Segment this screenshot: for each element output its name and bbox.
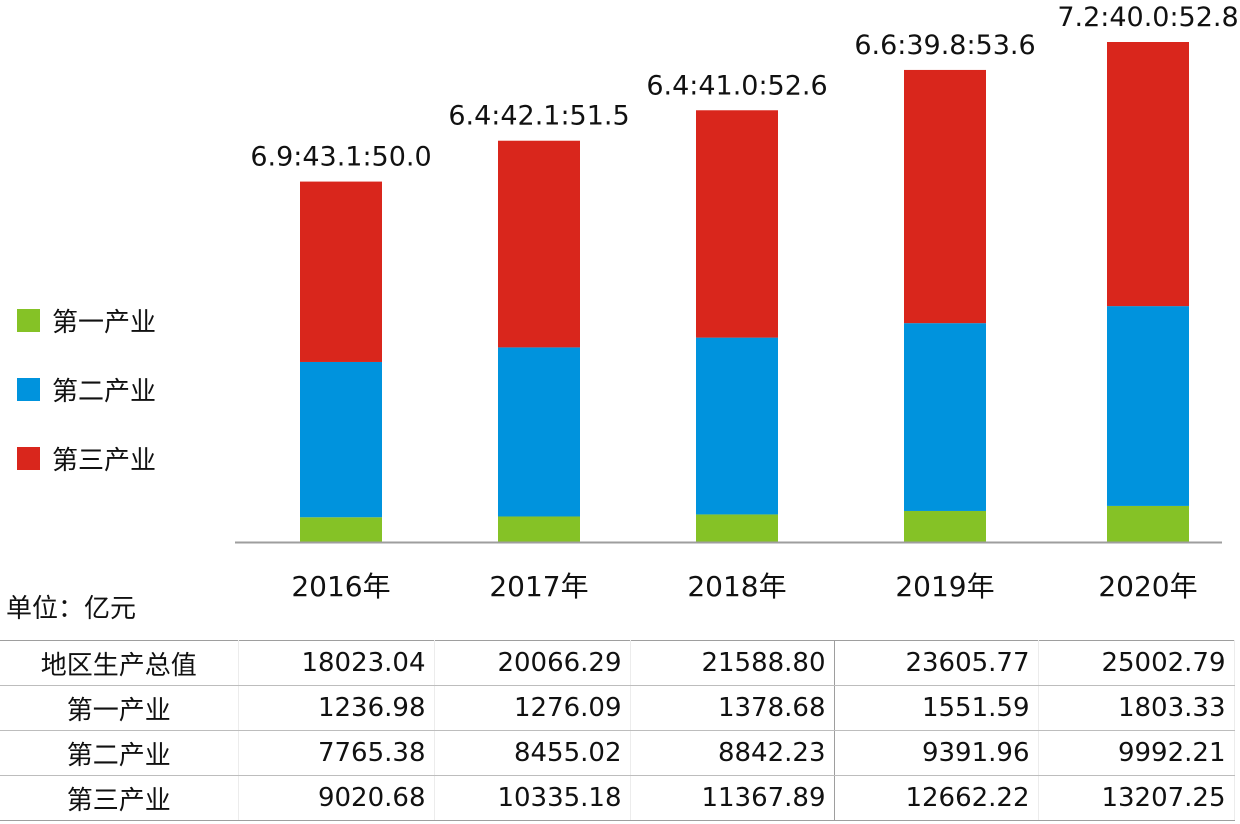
- table-cell: 1276.09: [433, 685, 631, 731]
- table-cell: 9992.21: [1037, 730, 1235, 776]
- table-cell: 1551.59: [833, 685, 1039, 731]
- bar-segment-1-2: [498, 516, 580, 542]
- x-tick-label: 2017年: [489, 570, 588, 603]
- data-table: 地区生产总值 18023.04 20066.29 21588.80 23605.…: [0, 640, 1235, 821]
- legend-swatch: [17, 447, 40, 470]
- bar-ratio-label: 6.4:42.1:51.5: [448, 101, 629, 132]
- table-cell: 7765.38: [237, 730, 435, 776]
- bar-segment-3-5: [1107, 42, 1189, 307]
- bar-ratio-label: 7.2:40.0:52.8: [1057, 2, 1238, 33]
- legend-label: 第三产业: [52, 446, 156, 476]
- table-row: 第一产业 1236.98 1276.09 1378.68 1551.59 180…: [0, 685, 1235, 731]
- table-cell: 23605.77: [833, 640, 1039, 686]
- table-cell: 1803.33: [1037, 685, 1235, 731]
- table-cell: 13207.25: [1037, 775, 1235, 821]
- bar-ratio-label: 6.6:39.8:53.6: [854, 30, 1035, 61]
- table-cell: 11367.89: [629, 775, 835, 821]
- table-cell: 1378.68: [629, 685, 835, 731]
- table-row: 地区生产总值 18023.04 20066.29 21588.80 23605.…: [0, 640, 1235, 686]
- bar-segment-3-4: [904, 69, 986, 324]
- legend-swatch: [17, 378, 40, 401]
- table-cell: 10335.18: [433, 775, 631, 821]
- table-cell: 21588.80: [629, 640, 835, 686]
- table-cell: 8842.23: [629, 730, 835, 776]
- bar-segment-3-3: [696, 110, 778, 338]
- stacked-bar-chart: 6.9:43.1:50.0 6.4:42.1:51.5 6.4:41.0:52.6 6…: [17, 2, 1239, 603]
- row-label: 第一产业: [0, 685, 239, 731]
- bars-group: [300, 42, 1189, 542]
- bar-segment-1-4: [904, 510, 986, 542]
- bar-segment-2-3: [696, 337, 778, 515]
- ratio-labels-group: 6.9:43.1:50.0 6.4:42.1:51.5 6.4:41.0:52.6 6…: [250, 2, 1238, 173]
- row-label: 地区生产总值: [0, 640, 239, 686]
- bar-segment-2-5: [1107, 306, 1189, 506]
- table-cell: 8455.02: [433, 730, 631, 776]
- bar-segment-1-3: [696, 514, 778, 542]
- bar-ratio-label: 6.4:41.0:52.6: [646, 70, 827, 101]
- table-cell: 18023.04: [237, 640, 435, 686]
- bar-segment-2-1: [300, 361, 382, 518]
- row-label: 第三产业: [0, 775, 239, 821]
- bar-segment-3-1: [300, 181, 382, 362]
- x-tick-label: 2016年: [291, 570, 390, 603]
- bar-segment-3-2: [498, 140, 580, 348]
- x-tick-label: 2018年: [687, 570, 786, 603]
- bar-ratio-label: 6.9:43.1:50.0: [250, 142, 431, 173]
- unit-label: 单位：亿元: [6, 594, 137, 624]
- legend-swatch: [17, 309, 40, 332]
- x-tick-label: 2019年: [895, 570, 994, 603]
- table-cell: 9391.96: [833, 730, 1039, 776]
- table-row: 第二产业 7765.38 8455.02 8842.23 9391.96 999…: [0, 730, 1235, 776]
- bar-segment-2-4: [904, 323, 986, 511]
- legend-label: 第一产业: [52, 308, 156, 338]
- legend-label: 第二产业: [52, 377, 156, 407]
- bar-segment-1-1: [300, 517, 382, 542]
- table-cell: 12662.22: [833, 775, 1039, 821]
- table-cell: 9020.68: [237, 775, 435, 821]
- x-tick-labels-group: 2016年 2017年 2018年 2019年 2020年: [291, 570, 1197, 603]
- bar-segment-1-5: [1107, 505, 1189, 542]
- table-cell: 1236.98: [237, 685, 435, 731]
- x-tick-label: 2020年: [1098, 570, 1197, 603]
- table-row: 第三产业 9020.68 10335.18 11367.89 12662.22 …: [0, 775, 1235, 821]
- bar-segment-2-2: [498, 347, 580, 517]
- row-label: 第二产业: [0, 730, 239, 776]
- table-cell: 25002.79: [1037, 640, 1235, 686]
- table-cell: 20066.29: [433, 640, 631, 686]
